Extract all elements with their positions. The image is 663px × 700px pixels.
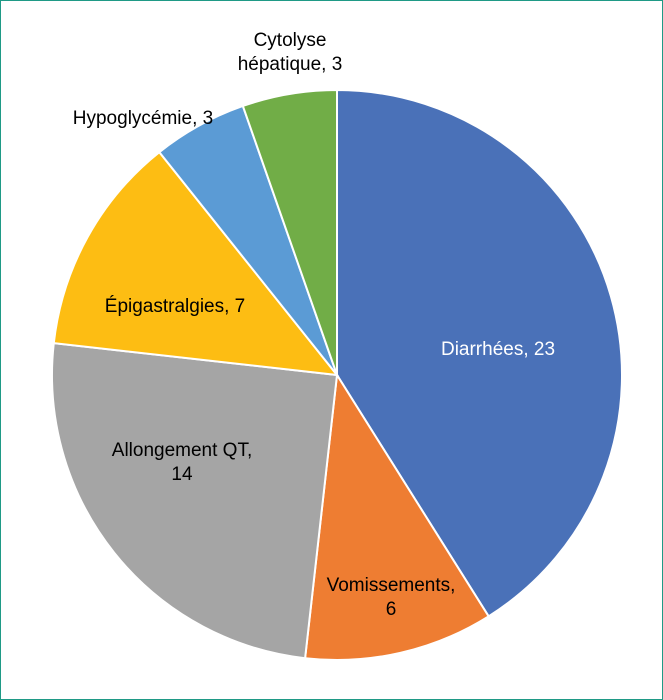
data-label: Épigastralgies, 7 bbox=[105, 296, 245, 317]
pie-slices bbox=[51, 88, 623, 661]
data-label: Hypoglycémie, 3 bbox=[73, 108, 213, 129]
pie-slice-diarrhees bbox=[336, 88, 623, 618]
pie-slice-epigastralgies bbox=[52, 150, 340, 377]
data-label: Diarrhées, 23 bbox=[441, 339, 555, 360]
data-label-line: Hypoglycémie, 3 bbox=[73, 108, 213, 129]
data-label-line: Cytolyse bbox=[254, 30, 327, 51]
data-label-line: Épigastralgies, 7 bbox=[105, 296, 245, 317]
data-label: Cytolyse hépatique, 3 bbox=[238, 30, 343, 75]
data-label-line: hépatique, 3 bbox=[238, 54, 343, 75]
data-label-line: 6 bbox=[386, 599, 397, 620]
data-label-line: Allongement QT, bbox=[112, 440, 252, 461]
data-label-line: Diarrhées, 23 bbox=[441, 339, 555, 360]
pie-slice-allongement-qt bbox=[51, 341, 339, 660]
data-label: Vomissements, 6 bbox=[327, 575, 456, 620]
data-label-line: 14 bbox=[171, 464, 193, 485]
data-label-line: Vomissements, bbox=[327, 575, 456, 596]
data-label: Allongement QT, 14 bbox=[112, 440, 252, 485]
pie-slice-cytolyse-hepatique bbox=[241, 88, 338, 376]
pie-labels: Diarrhées, 23 Vomissements, 6 Allongement Q… bbox=[73, 30, 555, 620]
pie-slice-vomissements bbox=[303, 372, 491, 661]
